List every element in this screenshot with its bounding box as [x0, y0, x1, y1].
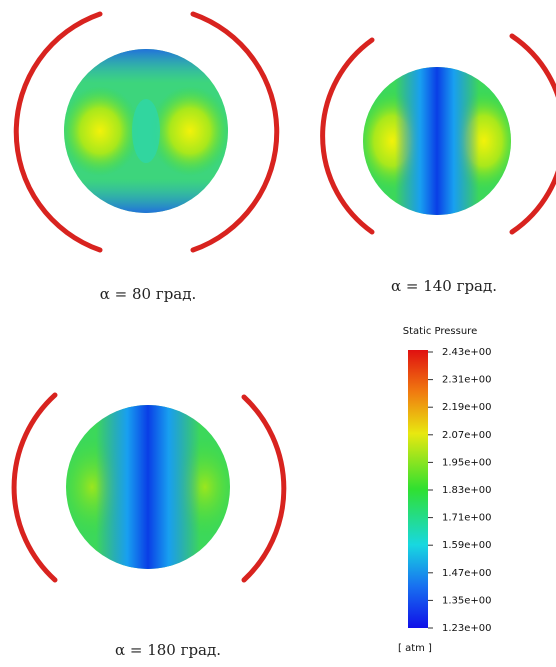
- arc: [509, 33, 556, 235]
- tick-label: 2.31e+00: [442, 375, 492, 386]
- panel-2: α = 140 град.: [320, 33, 556, 295]
- tick-label: 2.19e+00: [442, 402, 492, 413]
- arc: [11, 392, 58, 583]
- contour: [64, 49, 228, 213]
- tick-label: 2.07e+00: [442, 430, 492, 441]
- colorbar: Static Pressure [ atm ] 2.43e+00 2.31e+00…: [398, 326, 492, 654]
- caption: α = 180 град.: [115, 641, 221, 659]
- arc: [190, 11, 280, 253]
- tick-label: 1.47e+00: [442, 568, 492, 579]
- contour: [363, 67, 511, 215]
- legend-title: Static Pressure: [403, 326, 477, 337]
- tick-label: 1.83e+00: [442, 485, 492, 496]
- panel-1: α = 80 град.: [13, 11, 280, 303]
- tick-label: 2.43e+00: [442, 347, 492, 358]
- tick-label: 1.71e+00: [442, 513, 492, 524]
- tick-label: 1.35e+00: [442, 595, 492, 606]
- legend-unit: [ atm ]: [398, 643, 432, 654]
- arc: [13, 11, 103, 253]
- contour: [66, 405, 230, 569]
- tick-label: 1.59e+00: [442, 540, 492, 551]
- caption: α = 80 град.: [100, 285, 197, 303]
- caption: α = 140 град.: [391, 277, 497, 295]
- arc: [241, 394, 287, 583]
- panel-3: α = 180 град.: [11, 392, 287, 659]
- tick-label: 1.23e+00: [442, 623, 492, 634]
- tick-label: 1.95e+00: [442, 457, 492, 468]
- arc: [320, 37, 375, 235]
- color-scale: [408, 350, 428, 628]
